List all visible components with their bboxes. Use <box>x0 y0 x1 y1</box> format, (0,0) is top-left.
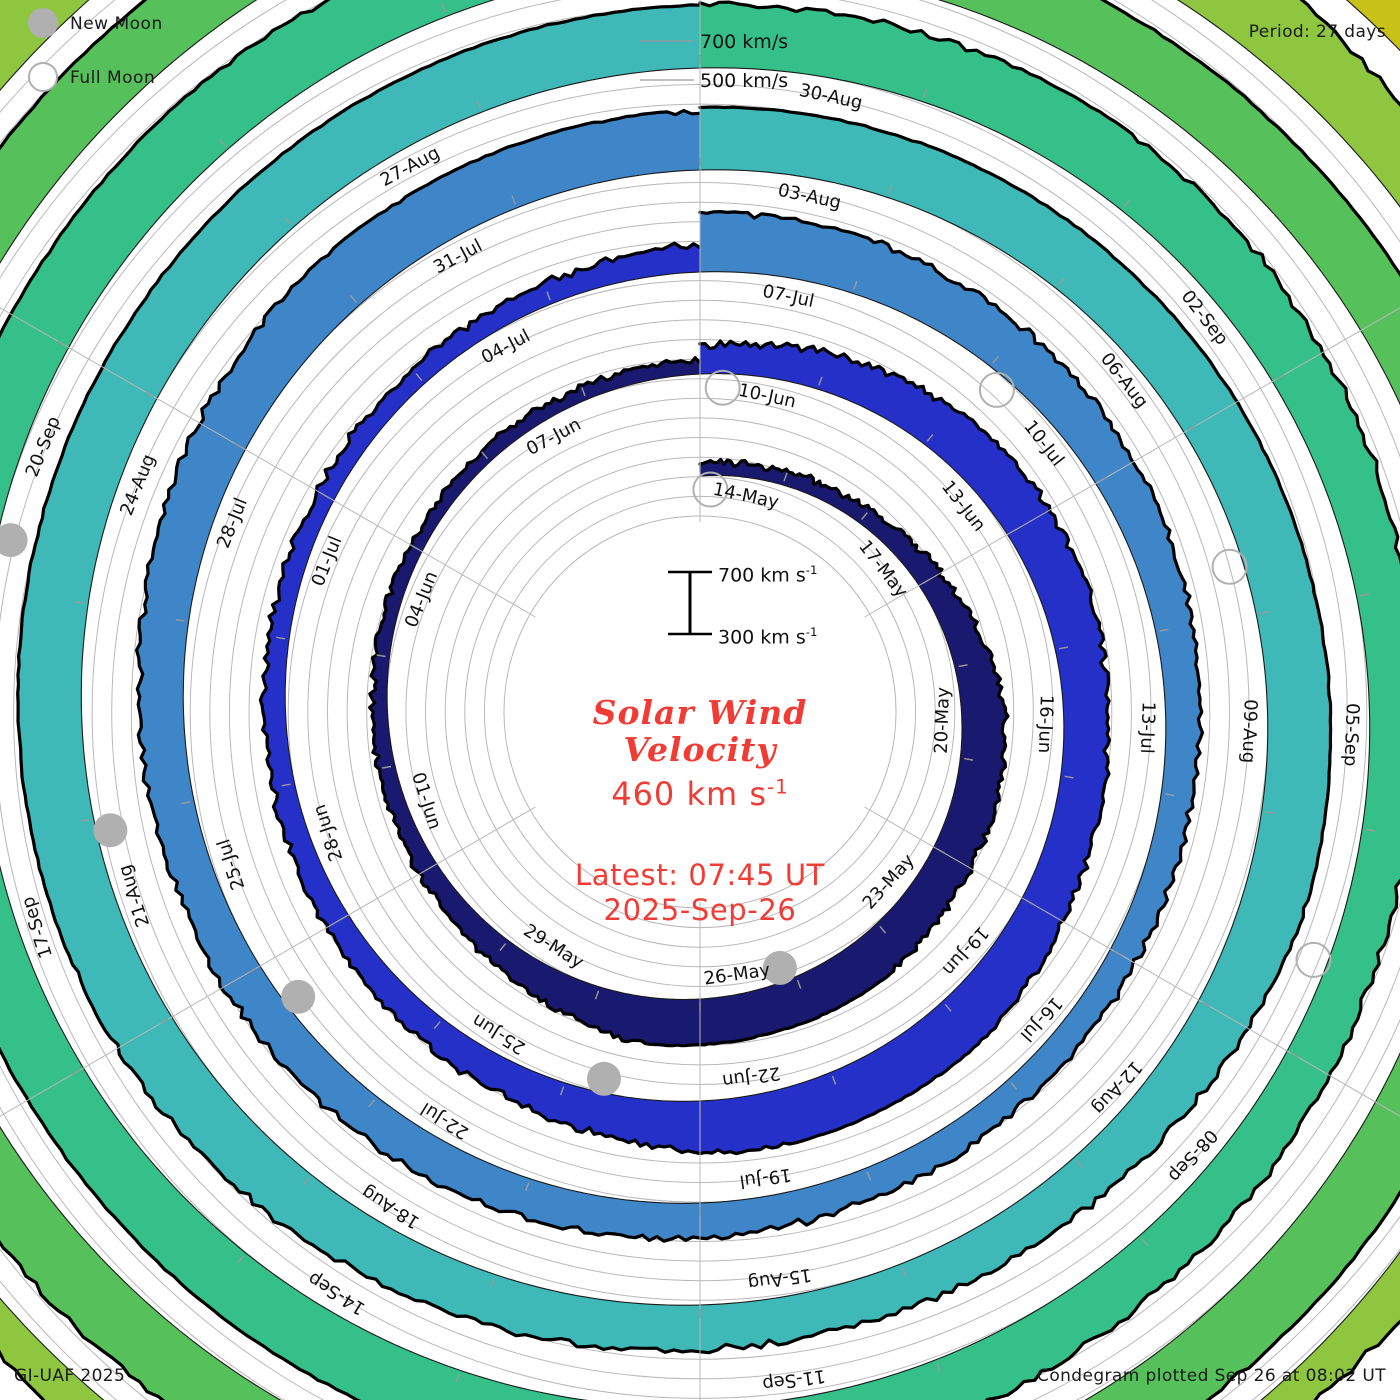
full-moon-swatch-icon <box>28 62 58 92</box>
spiral-date-label: 13-Jul <box>1136 701 1159 754</box>
day-ticks <box>57 3 1376 1383</box>
spiral-date-label: 10-Jun <box>736 380 798 413</box>
new-moon-marker-icon <box>93 813 128 848</box>
full-moon-marker-icon <box>1295 941 1332 978</box>
full-moon-legend-label: Full Moon <box>70 68 156 88</box>
spiral-date-label: 03-Aug <box>776 180 843 214</box>
spiral-date-label: 09-Aug <box>1238 699 1261 764</box>
spiral-date-label: 20-May <box>931 686 954 754</box>
moon-markers <box>0 369 1332 1096</box>
full-moon-marker-icon <box>978 371 1015 408</box>
new-moon-legend-label: New Moon <box>70 14 163 34</box>
new-moon-swatch-icon <box>28 8 58 38</box>
spiral-date-label: 22-Jun <box>721 1062 782 1091</box>
spiral-date-label: 19-Jul <box>738 1164 793 1192</box>
scalebar-top-label: 700 km s-1 <box>718 563 818 587</box>
latest-timestamp: Latest: 07:45 UT 2025-Sep-26 <box>575 858 825 927</box>
radial-axis-labels <box>640 40 694 81</box>
radial-tick-500: 500 km/s <box>700 70 789 92</box>
new-moon-marker-icon <box>587 1061 621 1096</box>
period-label: Period: 27 days <box>1248 22 1386 42</box>
full-moon-marker-icon <box>1211 548 1248 585</box>
chart-title: Solar Wind Velocity <box>592 693 808 769</box>
radial-tick-700: 700 km/s <box>700 31 789 53</box>
spiral-date-label: 16-Jun <box>1034 694 1057 753</box>
spiral-date-label: 11-Sep <box>761 1365 827 1395</box>
new-moon-marker-icon <box>0 523 28 558</box>
spiral-date-label: 15-Aug <box>746 1264 812 1294</box>
full-moon-marker-icon <box>704 369 741 406</box>
scale-bar <box>668 570 712 636</box>
scalebar-bottom-label: 300 km s-1 <box>718 625 818 649</box>
spiral-date-label: 07-Jul <box>761 281 816 312</box>
current-velocity-value: 460 km s-1 <box>611 775 789 813</box>
new-moon-marker-icon <box>281 979 316 1014</box>
full-moon-marker-icon <box>692 471 729 508</box>
spiral-date-label: 05-Sep <box>1340 703 1363 767</box>
spiral-date-label: 14-May <box>711 479 781 513</box>
credit-label: GI-UAF 2025 <box>14 1366 126 1386</box>
plotted-caption: Condegram plotted Sep 26 at 08:02 UT <box>1037 1366 1386 1386</box>
spiral-date-label: 26-May <box>702 960 771 990</box>
spiral-date-label: 30-Aug <box>797 80 864 114</box>
new-moon-marker-icon <box>762 950 797 985</box>
